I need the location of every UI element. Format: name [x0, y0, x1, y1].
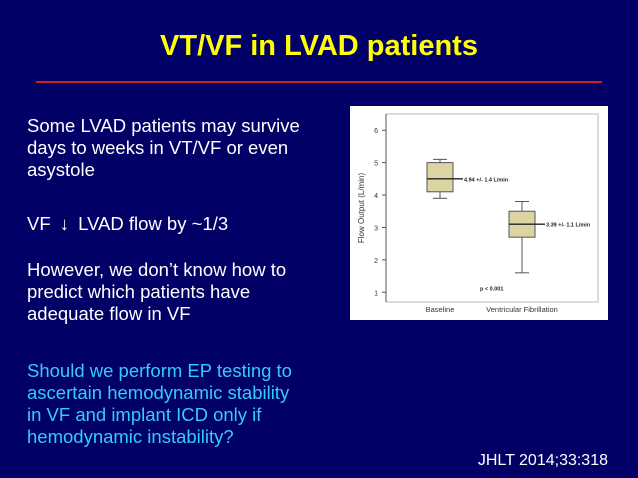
plot-frame [385, 113, 599, 303]
y-tick-label: 2 [374, 258, 378, 265]
bullet-question-line: hemodynamic instability? [27, 426, 234, 447]
bullet-question: Should we perform EP testing to ascertai… [27, 360, 292, 448]
slide-title: VT/VF in LVAD patients [160, 30, 478, 62]
bullet-survival-line: days to weeks in VT/VF or even [27, 137, 289, 158]
bullet-prediction-line: However, we don’t know how to [27, 259, 287, 280]
bullet-survival: Some LVAD patients may survive days to w… [27, 115, 300, 181]
bullet-flow-prefix: VF [27, 213, 51, 234]
p-value-annotation: p < 0.001 [480, 287, 503, 293]
boxplot-svg: 1 2 3 4 5 6 Flow Output (L/min) 4.94 +/- 1.4 L/… [357, 113, 599, 314]
bullet-prediction: However, we don’t know how to predict wh… [27, 259, 286, 325]
bullet-prediction-line: adequate flow in VF [27, 303, 191, 324]
title-divider [36, 81, 602, 83]
boxplot-chart: 1 2 3 4 5 6 Flow Output (L/min) 4.94 +/- 1.4 L/… [350, 106, 608, 320]
bullet-question-line: in VF and implant ICD only if [27, 404, 262, 425]
y-tick-label: 5 [374, 161, 378, 168]
bullet-prediction-line: predict which patients have [27, 281, 251, 302]
bullet-flow: VF ↓ LVAD flow by ~1/3 [27, 213, 228, 235]
y-tick-label: 3 [374, 225, 378, 232]
y-axis-label: Flow Output (L/min) [357, 173, 366, 244]
bullet-question-line: Should we perform EP testing to [27, 360, 292, 381]
y-tick-label: 1 [374, 290, 378, 297]
box-value-label: 3.39 +/- 1.1 L/min [546, 223, 591, 229]
y-tick-label: 6 [374, 128, 378, 135]
bullet-question-line: ascertain hemodynamic stability [27, 382, 290, 403]
down-arrow-icon: ↓ [59, 213, 70, 234]
box-iqr [426, 162, 454, 193]
citation: JHLT 2014;33:318 [477, 452, 608, 469]
bullet-survival-line: asystole [27, 159, 95, 180]
category-label: Baseline [426, 305, 455, 314]
category-label: Ventricular Fibrillation [486, 305, 558, 314]
box-value-label: 4.94 +/- 1.4 L/min [464, 177, 509, 183]
y-tick-label: 4 [374, 193, 378, 200]
bullet-survival-line: Some LVAD patients may survive [27, 115, 300, 136]
bullet-flow-suffix: LVAD flow by ~1/3 [78, 213, 229, 234]
